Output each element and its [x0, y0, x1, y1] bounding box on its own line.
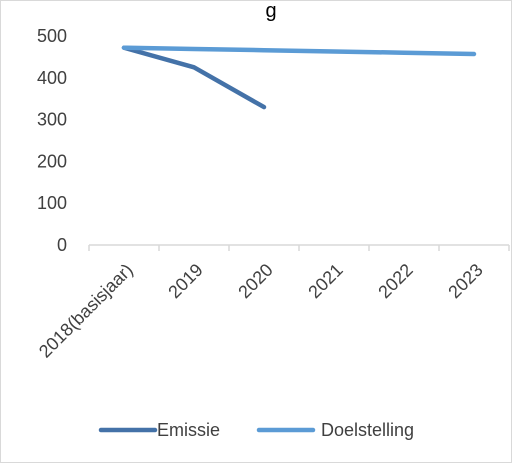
series-line-doelstelling [121, 45, 477, 57]
y-tick-label: 0 [57, 235, 67, 255]
y-tick-label: 400 [37, 68, 67, 88]
x-tick-label: 2022 [374, 260, 416, 302]
x-tick-label: 2019 [164, 260, 206, 302]
x-tick-label: 2023 [444, 260, 486, 302]
legend-label-doelstelling: Doelstelling [321, 420, 414, 440]
axes [88, 244, 510, 251]
y-tick-label: 500 [37, 26, 67, 46]
y-tick-labels: 0 100 200 300 400 500 [37, 26, 67, 255]
chart-title: g [265, 1, 276, 22]
legend-label-emissie: Emissie [157, 420, 220, 440]
x-tick-labels: 2018(basisjaar) 2019 2020 2021 2022 2023 [35, 260, 487, 362]
legend: Emissie Doelstelling [98, 420, 414, 440]
y-tick-label: 100 [37, 193, 67, 213]
x-tick-label: 2020 [234, 260, 276, 302]
x-tick-label: 2018(basisjaar) [35, 260, 137, 362]
x-tick-label: 2021 [304, 260, 346, 302]
y-tick-label: 200 [37, 151, 67, 171]
y-tick-label: 300 [37, 110, 67, 130]
series-lines [121, 45, 477, 110]
series-line-emissie [121, 45, 267, 110]
